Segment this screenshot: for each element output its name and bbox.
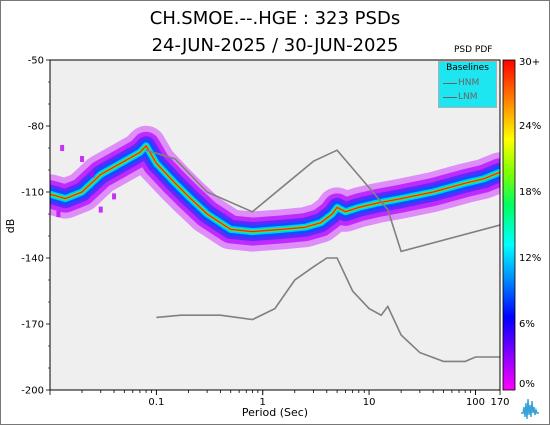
y-tick-label: -170 bbox=[21, 320, 44, 331]
y-tick-label: -110 bbox=[21, 188, 44, 199]
x-axis-label: Period (Sec) bbox=[242, 406, 308, 419]
legend-label-lnm: LNM bbox=[458, 92, 478, 102]
y-tick-label: -200 bbox=[21, 386, 44, 397]
y-axis-label: dB bbox=[4, 219, 17, 234]
colorbar-tick-label: 0% bbox=[519, 379, 535, 390]
legend-line-swatch bbox=[443, 96, 457, 98]
x-tick-label: 10 bbox=[363, 397, 376, 408]
x-axis: 0.1 1 10 100 170 bbox=[49, 390, 510, 408]
baseline-hnm-line bbox=[145, 149, 500, 253]
colorbar-tick-label: 24% bbox=[519, 121, 541, 132]
y-tick-label: -80 bbox=[28, 122, 44, 133]
colorbar-tick-label: 18% bbox=[519, 187, 541, 198]
colorbar bbox=[502, 59, 516, 391]
baseline-layer bbox=[145, 149, 500, 363]
psd-density-band bbox=[50, 145, 500, 233]
legend-label-hnm: HNM bbox=[458, 78, 480, 88]
y-tick-label: -50 bbox=[28, 56, 44, 67]
x-tick-label: 170 bbox=[490, 397, 509, 408]
chart-subtitle: 24-JUN-2025 / 30-JUN-2025 bbox=[151, 35, 399, 56]
psd-speckle bbox=[90, 171, 95, 178]
psd-speckle bbox=[56, 211, 61, 217]
y-tick-label: -140 bbox=[21, 254, 44, 265]
colorbar-tick-label: 30+ bbox=[519, 57, 540, 68]
psd-speckle bbox=[98, 206, 103, 213]
psd-density-layer bbox=[50, 125, 500, 252]
y-axis: -50 -80 -110 -140 -170 -200 bbox=[21, 56, 50, 397]
plot-border bbox=[49, 59, 501, 391]
colorbar-tick-label: 6% bbox=[519, 319, 535, 330]
colorbar-tick-label: 12% bbox=[519, 253, 541, 264]
legend-entry-hnm: HNM bbox=[443, 78, 479, 88]
legend-entry-lnm: LNM bbox=[443, 92, 478, 102]
chart-title: CH.SMOE.--.HGE : 323 PSDs bbox=[149, 8, 401, 29]
baselines-legend: Baselines HNM LNM bbox=[438, 61, 497, 108]
psd-speckle bbox=[80, 156, 85, 162]
colorbar-title: PSD PDF bbox=[454, 45, 493, 55]
psd-speckle bbox=[60, 145, 65, 151]
legend-line-swatch bbox=[443, 82, 457, 84]
x-tick-label: 0.1 bbox=[148, 397, 164, 408]
x-tick-label: 1 bbox=[260, 397, 266, 408]
baseline-lnm-line bbox=[156, 257, 500, 363]
psd-speckle bbox=[112, 193, 117, 200]
colorbar-ticks: 30+ 24% 18% 12% 6% 0% bbox=[519, 57, 541, 390]
x-tick-label: 100 bbox=[466, 397, 485, 408]
legend-title: Baselines bbox=[446, 63, 489, 73]
waveform-logo-icon bbox=[521, 398, 539, 420]
